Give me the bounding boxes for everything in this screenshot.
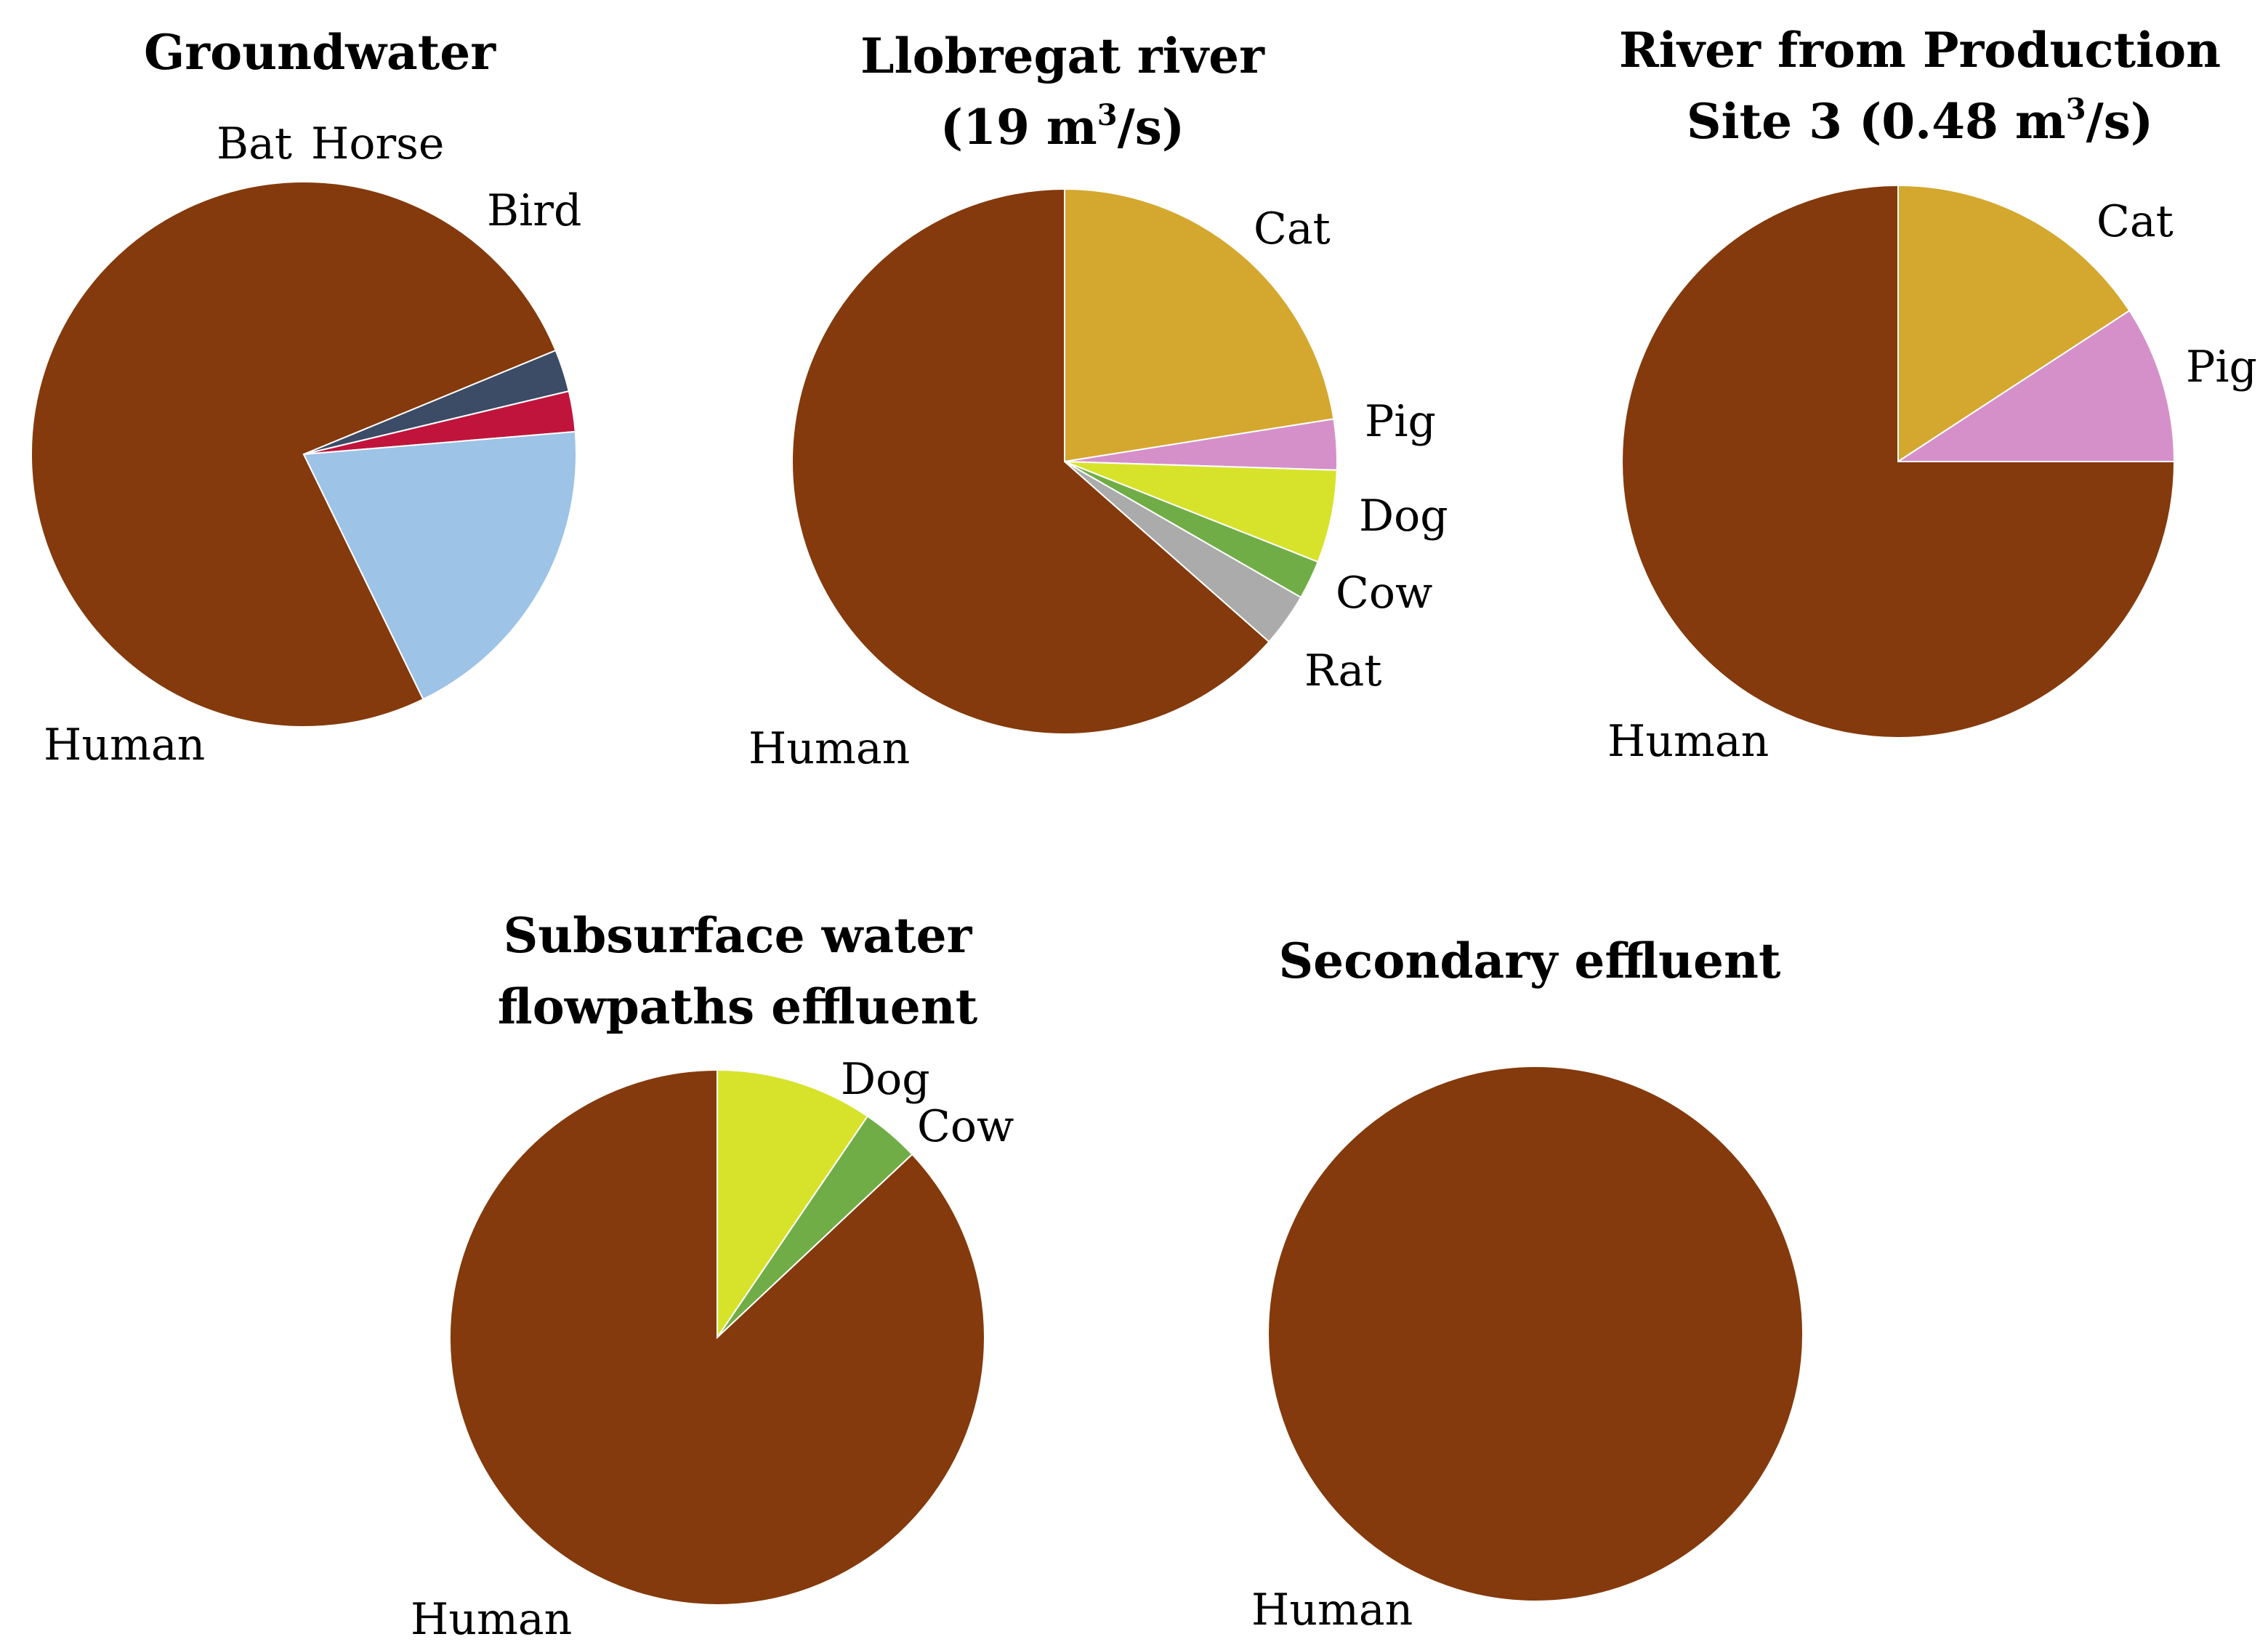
chart-title-line-2: flowpaths effluent bbox=[498, 978, 978, 1035]
pie-chart-secondary-effluent: Secondary effluent Human bbox=[1251, 933, 1804, 1635]
pie-slice-human bbox=[1621, 184, 2176, 739]
pie-chart-llobregat-river: Llobregat river (19 m3/s) Cat Pig Dog Co… bbox=[748, 28, 1448, 774]
pie-slice-pig bbox=[1895, 309, 2176, 462]
slice-label-cow: Cow bbox=[917, 1101, 1014, 1152]
slice-label-cat: Cat bbox=[1254, 204, 1331, 254]
slice-label-human: Human bbox=[748, 723, 910, 774]
slice-label-pig: Pig bbox=[1365, 396, 1436, 447]
slice-label-human: Human bbox=[1607, 716, 1769, 767]
slice-label-cow: Cow bbox=[1336, 568, 1432, 619]
slice-label-rat: Rat bbox=[1304, 645, 1381, 696]
chart-title: Secondary effluent bbox=[1278, 933, 1781, 989]
pie-chart-subsurface-water: Subsurface water flowpaths effluent Dog … bbox=[411, 907, 1014, 1645]
pie-slice-cat bbox=[1897, 184, 2131, 463]
slice-label-human: Human bbox=[411, 1594, 572, 1645]
pie-slice-dog bbox=[1064, 461, 1338, 563]
pie-slice-human bbox=[449, 1069, 985, 1606]
pie-slices bbox=[449, 1069, 985, 1606]
chart-title-line-1: Subsurface water bbox=[504, 907, 973, 964]
slice-label-dog: Dog bbox=[1359, 491, 1448, 542]
slice-label-bird: Bird bbox=[487, 185, 581, 236]
pie-slices bbox=[1621, 184, 2176, 739]
slice-label-cat: Cat bbox=[2097, 196, 2174, 247]
pie-slices bbox=[1267, 1066, 1804, 1602]
slice-label-pig: Pig bbox=[2186, 342, 2257, 393]
pie-slice-cat bbox=[1064, 188, 1335, 463]
pie-slice-dog bbox=[717, 1069, 869, 1340]
slice-label-human: Human bbox=[1251, 1585, 1413, 1635]
pie-slice-human bbox=[1267, 1066, 1804, 1602]
pie-slice-human bbox=[791, 188, 1270, 735]
chart-title-line-1: Llobregat river bbox=[860, 28, 1265, 84]
slice-label-bat: Bat bbox=[217, 118, 292, 169]
pie-slices bbox=[30, 181, 578, 728]
pie-chart-groundwater: Groundwater Bat Horse Bird Human bbox=[30, 24, 581, 770]
chart-title-line-1: River from Production bbox=[1619, 22, 2221, 79]
chart-title: Groundwater bbox=[144, 24, 496, 81]
pie-slice-human bbox=[30, 181, 557, 728]
pie-chart-river-production-site-3: River from Production Site 3 (0.48 m3/s)… bbox=[1607, 22, 2257, 767]
pie-slices bbox=[791, 188, 1338, 735]
slice-label-dog: Dog bbox=[841, 1054, 930, 1105]
pie-slice-bird bbox=[302, 430, 578, 701]
slice-label-human: Human bbox=[44, 720, 205, 770]
chart-title-line-2: (19 m3/s) bbox=[940, 98, 1185, 156]
slice-label-horse: Horse bbox=[311, 118, 444, 169]
